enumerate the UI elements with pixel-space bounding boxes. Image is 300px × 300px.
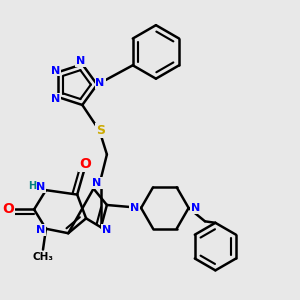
Text: N: N (92, 178, 102, 188)
Text: H: H (28, 181, 37, 191)
Text: N: N (51, 94, 60, 104)
Text: O: O (2, 202, 14, 216)
Text: S: S (97, 124, 106, 137)
Text: N: N (51, 65, 60, 76)
Text: N: N (76, 56, 86, 66)
Text: CH₃: CH₃ (32, 252, 53, 262)
Text: N: N (36, 225, 45, 235)
Text: O: O (80, 157, 92, 171)
Text: N: N (190, 203, 200, 213)
Text: N: N (36, 182, 45, 192)
Text: N: N (130, 203, 139, 213)
Text: N: N (95, 78, 105, 88)
Text: N: N (102, 225, 111, 235)
